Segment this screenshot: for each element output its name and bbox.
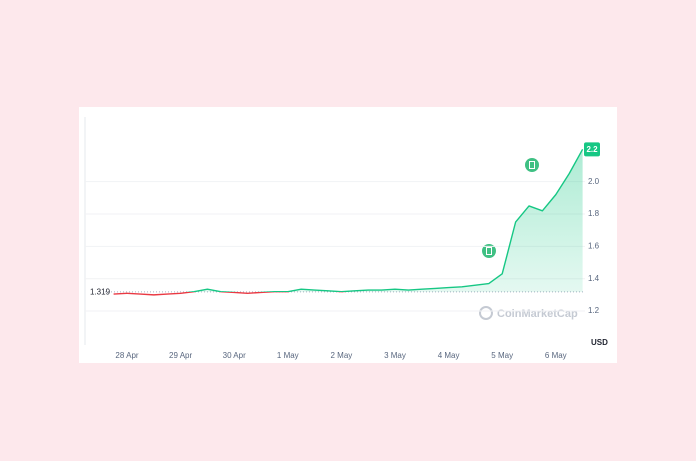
price-area [192,149,583,292]
x-tick-label: 4 May [438,351,460,360]
y-tick-label: 1.8 [588,209,600,218]
x-tick-label: 28 Apr [115,351,138,360]
x-tick-label: 6 May [545,351,567,360]
y-tick-label: 1.6 [588,241,600,250]
event-icon[interactable] [525,158,539,172]
y-tick-label: 1.4 [588,274,600,283]
x-tick-label: 2 May [331,351,353,360]
x-tick-label: 30 Apr [223,351,246,360]
y-tick-label: 1.2 [588,306,600,315]
x-tick-label: 3 May [384,351,406,360]
price-line [113,149,584,296]
event-icon[interactable] [482,244,496,258]
watermark-text: CoinMarketCap [497,308,578,320]
x-tick-label: 29 Apr [169,351,192,360]
y-unit: USD [591,338,608,347]
x-tick-label: 1 May [277,351,299,360]
baseline-label: 1.319 [90,287,111,296]
y-tick-label: 2.0 [588,177,600,186]
event-icon-glyph [529,161,535,169]
price-badge [584,142,600,157]
price-badge-label: 2.2 [586,145,598,154]
event-icons [482,158,539,258]
x-tick-label: 5 May [491,351,513,360]
watermark-logo [479,306,493,320]
event-icon-glyph [486,247,492,255]
